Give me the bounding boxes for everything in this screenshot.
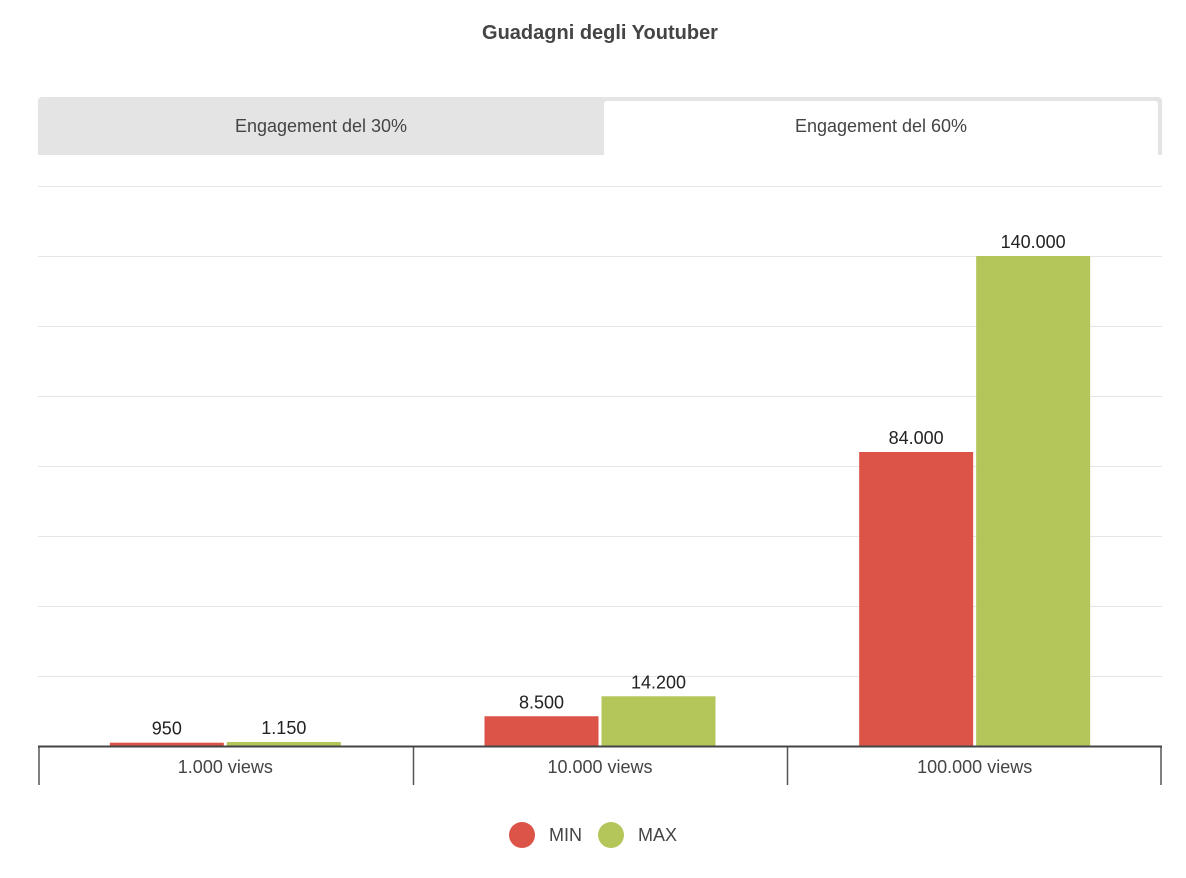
data-label: 8.500 (519, 692, 564, 712)
legend-label-max: MAX (637, 824, 677, 845)
x-tick-label: 10.000 views (547, 757, 652, 777)
legend-label-min: MIN (548, 824, 582, 845)
legend-marker-min (508, 822, 535, 848)
bar-chart: 950 1.150 1.000 views 8.500 14.200 10.000 vie… (38, 186, 1162, 785)
data-label: 140.000 (1001, 232, 1066, 252)
chart-title: Guadagni degli Youtuber (482, 22, 718, 44)
tab-engagement-60[interactable]: Engagement del 60% (604, 101, 1158, 155)
legend-item-min[interactable]: MIN (508, 822, 582, 848)
tab-engagement-30[interactable]: Engagement del 30% (234, 116, 408, 136)
data-label: 14.200 (631, 672, 686, 692)
engagement-tabs: Engagement del 30% Engagement del 60% (38, 97, 1162, 155)
legend-item-max[interactable]: MAX (597, 822, 677, 848)
legend-marker-max (597, 822, 624, 848)
x-tick-label: 1.000 views (178, 757, 273, 777)
data-label: 950 (152, 719, 182, 739)
bar-max[interactable] (601, 696, 716, 746)
legend: MIN MAX (0, 820, 1186, 850)
bar-min[interactable] (109, 742, 224, 746)
x-tick-label: 100.000 views (917, 757, 1032, 777)
bar-min[interactable] (859, 452, 974, 746)
bar-min[interactable] (484, 716, 599, 746)
data-label: 1.150 (261, 718, 306, 738)
data-label: 84.000 (889, 428, 944, 448)
bar-max[interactable] (226, 741, 341, 746)
bar-max[interactable] (976, 256, 1091, 746)
